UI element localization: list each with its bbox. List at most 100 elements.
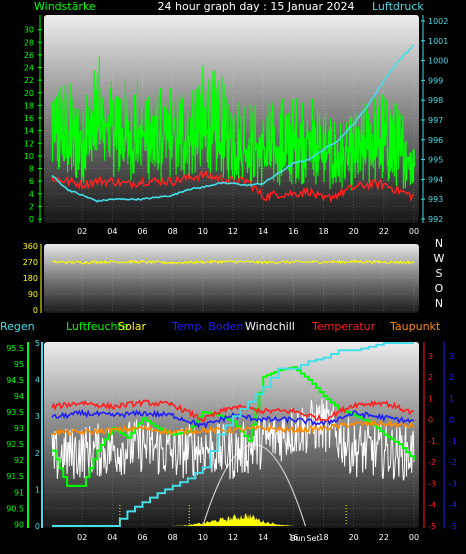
x-tick-label: 00 [409,227,419,236]
legend-label: Regen [0,320,35,333]
soil-temp-tick-label: -4 [449,501,457,510]
soil-temp-tick-label: 3 [449,352,454,361]
x-tick-label: 20 [349,533,359,542]
rain-tick-label: 1 [35,485,40,494]
wind-axis-label: Windstärke [34,0,96,13]
pressure-tick-label: 994 [428,175,443,184]
compass-label: O [435,282,444,295]
soil-temp-tick-label: -3 [449,479,457,488]
soil-temp-tick-label: -1 [449,437,457,446]
x-tick-label: 22 [379,533,389,542]
wind-tick-label: 18 [24,101,34,110]
wind-tick-label: 20 [24,89,34,98]
temperature-tick-label: -1 [428,437,436,446]
x-tick-label: 18 [318,227,328,236]
legend-label: Luftfeuchte [66,320,129,333]
dewpoint-line [51,419,415,437]
wind-tick-label: 0 [29,215,34,224]
soil-temperature-line [51,408,415,430]
x-tick-label: 10 [198,533,208,542]
direction-tick-label: 90 [28,290,38,299]
x-tick-label: 16 [288,533,298,542]
wind-average-line [51,169,415,204]
pressure-tick-label: 992 [428,215,443,224]
wind-direction-line [51,259,415,265]
x-axis-tick-labels: 02 02 04 04 06 06 08 08 10 10 12 12 14 14 16 16 18 18 20 20… [77,227,419,542]
humidity-tick-label: 94.5 [6,376,24,385]
x-tick-label: 14 [258,533,268,542]
compass-label: S [436,267,443,280]
x-tick-label: 08 [168,227,178,236]
rain-tick-label: 0 [35,522,40,531]
pressure-tick-label: 997 [428,116,443,125]
legend-label: Taupunkt [389,320,441,333]
wind-gust-line [51,56,416,191]
rain-tick-label: 3 [35,412,40,421]
rain-line [52,342,414,527]
wind-pressure-series [51,44,416,204]
pressure-tick-label: 995 [428,156,443,165]
wind-tick-label: 12 [24,139,34,148]
temperature-tick-label: -5 [428,522,436,531]
x-tick-label: 12 [228,533,238,542]
soil-temp-tick-label: 1 [449,394,454,403]
wind-tick-label: 22 [24,76,34,85]
wind-tick-label: 24 [24,64,34,73]
wind-tick-label: 28 [24,38,34,47]
sun-label: Sun [290,534,305,543]
direction-tick-label: 180 [23,274,38,283]
x-tick-label: 08 [168,533,178,542]
humidity-tick-label: 95.5 [6,344,24,353]
temperature-tick-label: 2 [428,373,433,382]
soil-temp-tick-label: -2 [449,458,457,467]
temperature-tick-label: 0 [428,416,433,425]
wind-tick-label: 6 [29,177,34,186]
chart-title: 24 hour graph day : 15 Januar 2024 [158,0,355,13]
x-tick-label: 14 [258,227,268,236]
pressure-line [51,44,415,203]
soil-temp-tick-label: 0 [449,416,454,425]
soil-temp-tick-label: -5 [449,522,457,531]
wind-tick-label: 2 [29,202,34,211]
legend-label: Temperatur [311,320,376,333]
temperature-tick-label: 1 [428,394,433,403]
humidity-tick-label: 95 [14,360,24,369]
temperature-tick-label: -4 [428,501,436,510]
temperature-line [51,399,415,423]
legend-label: Solar [118,320,147,333]
x-tick-label: 18 [318,533,328,542]
compass-label: W [434,252,445,265]
legend-label: Temp. Boden [171,320,243,333]
direction-tick-label: 0 [33,306,38,315]
rain-tick-label: 2 [35,449,40,458]
wind-pressure-axes: 0246810121416182022242628309929939949959… [24,15,448,224]
x-tick-label: 02 [77,227,87,236]
x-tick-label: 04 [107,533,117,542]
sun-label: Set [306,534,319,543]
humidity-line [52,366,415,487]
x-tick-label: 10 [198,227,208,236]
x-tick-label: 20 [349,227,359,236]
humidity-tick-label: 90.5 [6,504,24,513]
pressure-tick-label: 998 [428,96,443,105]
humidity-tick-label: 94 [14,392,24,401]
pressure-tick-label: 999 [428,76,443,85]
rain-tick-label: 5 [35,339,40,348]
compass-label: N [435,237,443,250]
x-tick-label: 22 [379,227,389,236]
pressure-tick-label: 1002 [428,17,448,26]
direction-tick-label: 360 [23,242,38,251]
humidity-tick-label: 93.5 [6,408,24,417]
direction-tick-label: 270 [23,258,38,267]
humidity-tick-label: 90 [14,520,24,529]
x-tick-label: 06 [137,227,147,236]
x-tick-label: 12 [228,227,238,236]
wind-tick-label: 16 [24,114,34,123]
humidity-tick-label: 92.5 [6,440,24,449]
pressure-axis-label: Luftdruck [372,0,424,13]
rain-tick-label: 4 [35,376,40,385]
